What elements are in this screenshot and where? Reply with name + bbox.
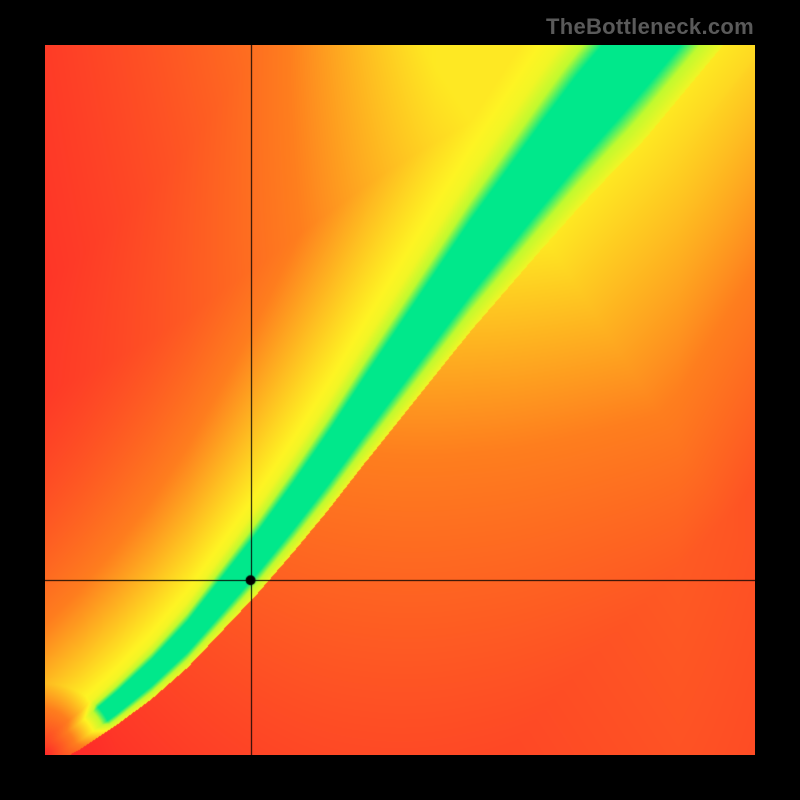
bottleneck-heatmap-chart [45, 45, 755, 755]
watermark-label: TheBottleneck.com [546, 14, 754, 40]
heatmap-canvas [45, 45, 755, 755]
